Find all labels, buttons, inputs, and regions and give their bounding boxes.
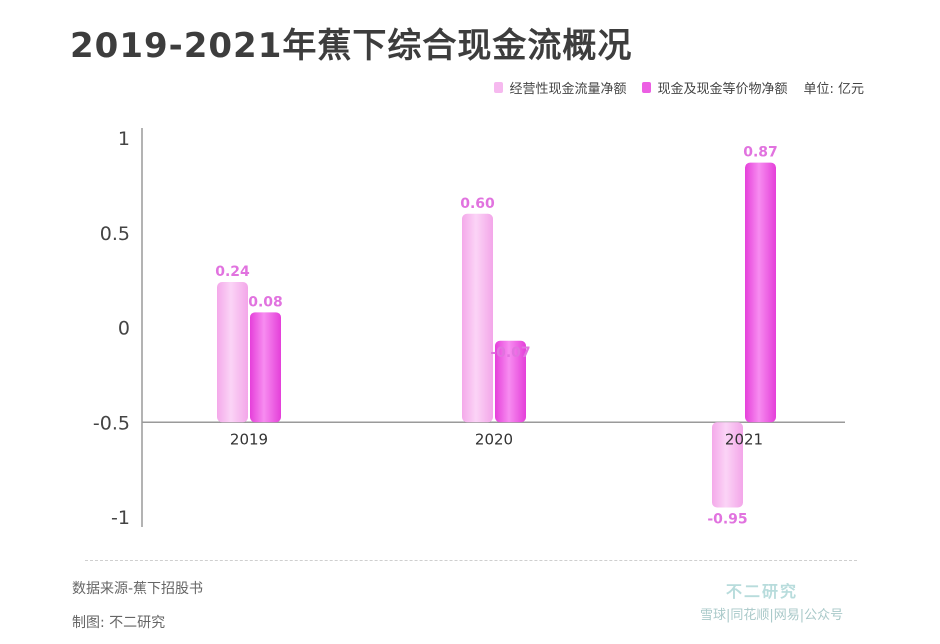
bar-2019-series-1 — [217, 282, 248, 423]
brand-watermark: 不二研究 — [726, 582, 799, 601]
data-label: 0.87 — [743, 145, 778, 161]
y-tick-label: 0 — [118, 318, 130, 340]
y-tick-label: 0.5 — [100, 223, 130, 245]
x-tick-label: 2021 — [725, 430, 763, 448]
footer-divider — [85, 560, 857, 561]
y-tick-label: -0.5 — [93, 412, 130, 434]
data-label: 0.08 — [248, 294, 283, 310]
bar-2021-series-1 — [712, 422, 743, 508]
legend: 经营性现金流量净额 现金及现金等价物净额 单位: 亿元 — [478, 78, 864, 97]
legend-label-cash: 现金及现金等价物净额 — [657, 82, 788, 97]
data-label: -0.07 — [490, 345, 530, 361]
chart-title: 2019-2021年蕉下综合现金流概况 — [70, 26, 633, 66]
source-note: 数据来源-蕉下招股书 — [72, 581, 204, 597]
maker-note: 制图: 不二研究 — [72, 615, 166, 631]
data-label: 0.60 — [460, 196, 495, 212]
x-tick-label: 2019 — [230, 430, 268, 448]
unit-label: 单位: 亿元 — [803, 78, 864, 97]
bar-2021-series-2 — [745, 162, 776, 423]
x-tick-label: 2020 — [475, 430, 513, 448]
brand-subtitle: 雪球|同花顺|网易|公众号 — [700, 608, 844, 623]
legend-label-operating: 经营性现金流量净额 — [509, 82, 627, 97]
data-label: -0.95 — [707, 512, 747, 528]
data-label: 0.24 — [215, 264, 250, 280]
legend-swatch-cash — [642, 82, 652, 93]
y-tick-label: 1 — [118, 128, 130, 150]
bar-2020-series-1 — [462, 213, 493, 423]
legend-item-operating: 经营性现金流量净额 — [494, 78, 626, 97]
bar-2019-series-2 — [250, 312, 281, 423]
bar-2020-series-2 — [495, 340, 526, 423]
legend-item-cash: 现金及现金等价物净额 — [642, 78, 787, 97]
y-tick-label: -1 — [111, 507, 130, 529]
unit-text: 单位: 亿元 — [803, 82, 864, 97]
legend-swatch-operating — [494, 82, 504, 93]
